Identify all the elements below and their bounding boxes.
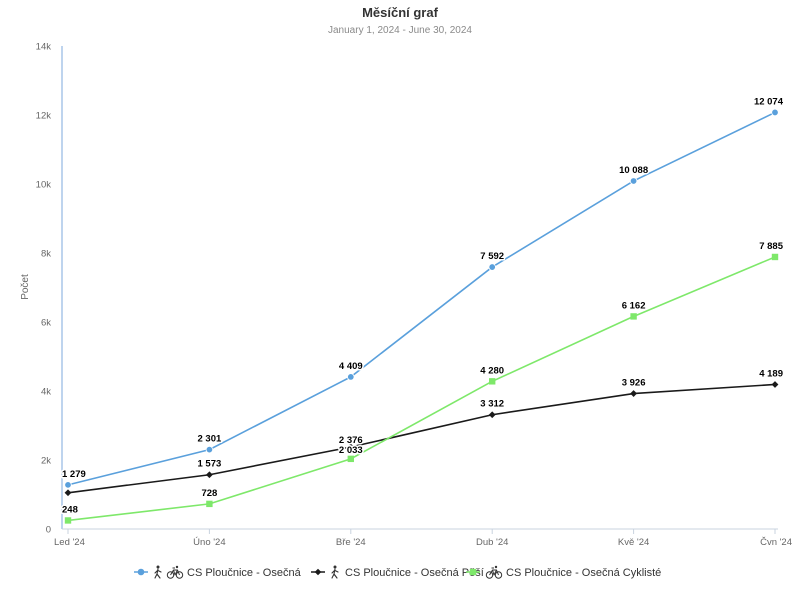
data-label: 728	[201, 488, 217, 499]
legend-label: CS Ploučnice - Osečná Cyklisté	[506, 567, 661, 579]
legend: CS Ploučnice - Osečná CS Ploučnice - Oseč…	[134, 565, 661, 580]
data-label: 2 376	[339, 435, 363, 446]
data-label: 2 033	[339, 445, 363, 456]
data-label: 3 926	[622, 378, 646, 389]
data-point[interactable]	[488, 411, 496, 419]
data-point[interactable]	[347, 443, 355, 451]
y-tick-label: 10k	[36, 180, 52, 191]
data-label: 7 592	[480, 251, 504, 262]
data-label: 10 088	[619, 165, 648, 176]
legend-item-2[interactable]: CS Ploučnice - Osečná Pěší	[311, 565, 484, 580]
series-line	[67, 383, 776, 494]
chart-subtitle: January 1, 2024 - June 30, 2024	[328, 25, 472, 36]
data-point[interactable]	[206, 471, 213, 479]
x-tick-label: Úno '24	[193, 537, 225, 548]
y-axis-title: Počet	[20, 274, 31, 300]
data-point[interactable]	[347, 455, 354, 463]
bicycle-icon	[166, 565, 184, 579]
y-tick-label: 4k	[41, 387, 51, 398]
data-label: 248	[62, 504, 78, 515]
data-point[interactable]	[771, 253, 779, 261]
data-label: 4 280	[480, 365, 504, 376]
data-point[interactable]	[771, 108, 779, 117]
data-label: 3 312	[480, 399, 504, 410]
data-label: 7 885	[759, 241, 783, 252]
x-tick-label: Kvě '24	[618, 537, 649, 548]
data-point[interactable]	[630, 313, 637, 320]
legend-marker	[137, 568, 145, 576]
series-1	[64, 108, 779, 489]
data-point[interactable]	[64, 489, 72, 497]
x-tick-label: Čvn '24	[760, 537, 792, 548]
data-point[interactable]	[64, 517, 72, 524]
pedestrian-icon	[154, 565, 162, 579]
legend-label: CS Ploučnice - Osečná	[187, 567, 302, 579]
data-point[interactable]	[771, 381, 779, 388]
y-tick-label: 12k	[36, 111, 52, 122]
data-point[interactable]	[629, 177, 638, 185]
data-labels: 1 279 2 301 4 409 7 592 10 088 12 074 1 573 2 3…	[61, 95, 786, 517]
data-point[interactable]	[630, 390, 637, 397]
data-point[interactable]	[205, 445, 214, 454]
series-line	[67, 111, 776, 486]
data-label: 1 279	[62, 469, 86, 480]
y-tick-label: 8k	[41, 249, 51, 260]
data-point[interactable]	[488, 263, 496, 271]
data-label: 12 074	[754, 96, 784, 107]
series-3	[64, 253, 779, 524]
series-layer	[64, 108, 779, 524]
data-label: 6 162	[622, 300, 646, 311]
pedestrian-icon	[331, 565, 339, 579]
chart-title: Měsíční graf	[362, 5, 439, 20]
data-label: 4 189	[759, 368, 783, 379]
x-tick-label: Led '24	[54, 537, 85, 548]
y-tick-label: 0	[46, 525, 51, 536]
data-label: 1 573	[198, 459, 222, 470]
axes: 0 2k 4k 6k 8k 10k 12k 14k Led '24 Úno '24 Bře '24 D…	[36, 42, 792, 549]
series-line	[67, 256, 776, 522]
data-point[interactable]	[489, 378, 496, 385]
y-tick-label: 14k	[36, 42, 52, 53]
data-label: 2 301	[198, 434, 222, 445]
data-point[interactable]	[206, 500, 213, 508]
legend-item-3[interactable]: CS Ploučnice - Osečná Cyklisté	[466, 565, 661, 579]
data-point[interactable]	[347, 373, 355, 381]
x-tick-label: Bře '24	[336, 537, 366, 548]
legend-item-1[interactable]: CS Ploučnice - Osečná	[134, 565, 302, 580]
legend-marker	[469, 568, 477, 576]
y-tick-label: 6k	[41, 318, 51, 329]
series-2	[64, 381, 779, 497]
y-tick-label: 2k	[41, 456, 51, 467]
data-point[interactable]	[64, 481, 72, 489]
legend-marker	[314, 568, 322, 576]
legend-label: CS Ploučnice - Osečná Pěší	[345, 567, 484, 579]
x-tick-label: Dub '24	[476, 537, 508, 548]
data-label: 4 409	[339, 361, 363, 372]
bicycle-icon	[485, 565, 503, 579]
